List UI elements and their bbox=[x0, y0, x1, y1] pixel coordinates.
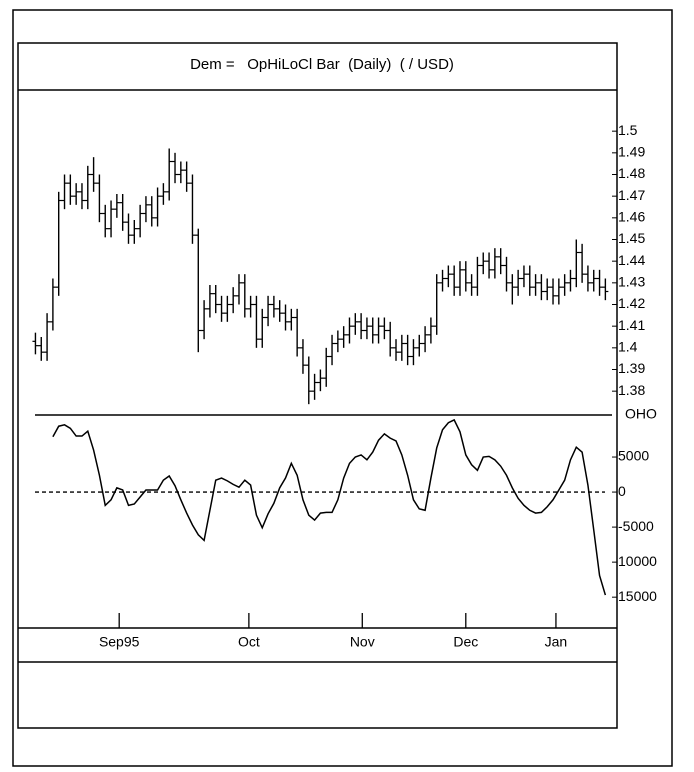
y-tick-label: 5000 bbox=[618, 448, 649, 464]
x-tick-label: Oct bbox=[238, 634, 260, 650]
series-name: OHO bbox=[625, 406, 657, 422]
y-tick-label: 0 bbox=[618, 483, 626, 499]
y-tick-label: 1.5 bbox=[618, 122, 638, 138]
y-tick-label: 10000 bbox=[618, 553, 657, 569]
y-tick-label: 1.43 bbox=[618, 274, 645, 290]
y-tick-label: 1.38 bbox=[618, 382, 645, 398]
y-tick-label: 1.49 bbox=[618, 144, 645, 160]
y-tick-label: 1.46 bbox=[618, 209, 645, 225]
y-tick-label: 1.42 bbox=[618, 295, 645, 311]
inner-frame bbox=[17, 42, 618, 729]
outer-frame bbox=[12, 9, 673, 767]
x-tick-label: Jan bbox=[545, 634, 568, 650]
x-tick-label: Dec bbox=[453, 634, 478, 650]
y-tick-label: 1.45 bbox=[618, 230, 645, 246]
y-tick-label: 15000 bbox=[618, 588, 657, 604]
oscillator-line bbox=[52, 418, 607, 596]
y-tick-label: 1.41 bbox=[618, 317, 645, 333]
y-tick-label: 1.4 bbox=[618, 339, 638, 355]
x-tick-label: Nov bbox=[350, 634, 375, 650]
y-tick-label: 1.47 bbox=[618, 187, 645, 203]
y-tick-label: 1.48 bbox=[618, 165, 645, 181]
chart-title: Dem = OpHiLoCl Bar (Daily) ( / USD) bbox=[190, 56, 454, 73]
x-tick-label: Sep95 bbox=[99, 634, 140, 650]
y-tick-label: -5000 bbox=[618, 518, 654, 534]
y-tick-label: 1.44 bbox=[618, 252, 645, 268]
y-tick-label: 1.39 bbox=[618, 360, 645, 376]
